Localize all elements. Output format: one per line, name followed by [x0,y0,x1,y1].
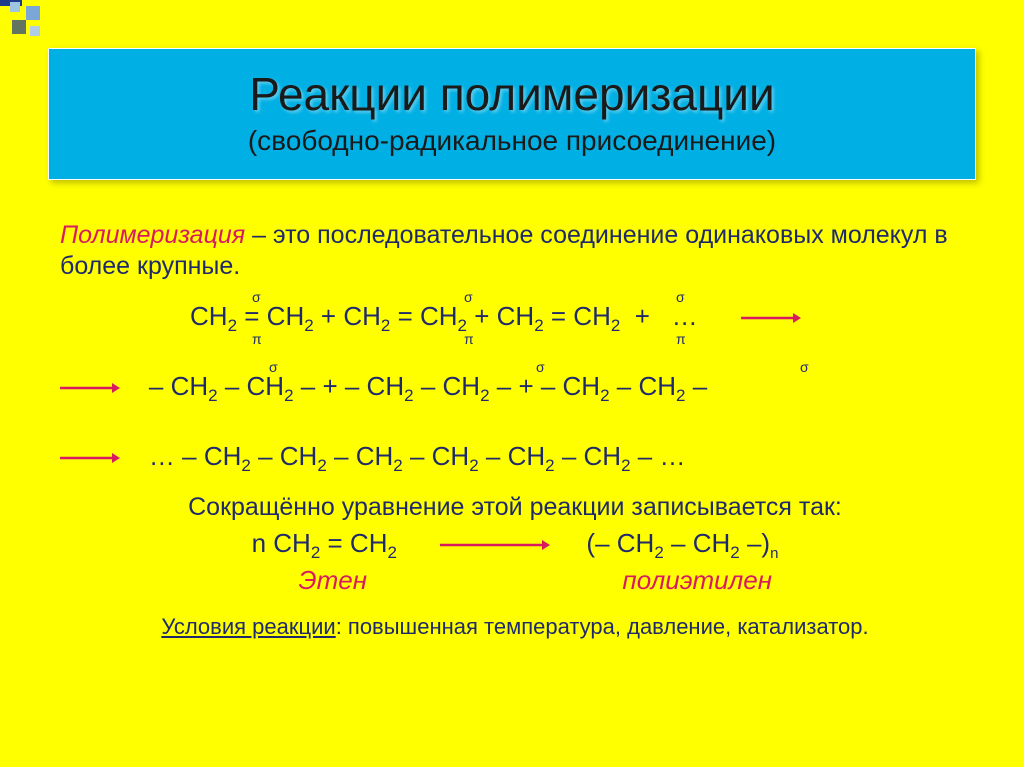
conditions-label: Условия реакции [161,614,335,639]
pi-label: π [252,331,262,347]
eq1-formula: СН2 = СН2 + СН2 = СН2 + СН2 = СН2 + … [190,301,698,331]
short-lhs: n СН2 = СН2 [252,528,397,558]
arrow-icon [60,451,120,465]
slide-content: Полимеризация – это последовательное сое… [60,220,970,640]
equation-line-2: – СН2 – СН2 – + – СН2 – СН2 – + – СН2 – … [60,371,970,411]
definition-term: Полимеризация [60,221,245,249]
short-rhs: (– СН2 – СН2 –)n [586,528,778,558]
arrow-icon [440,538,550,552]
equation-line-1: СН2 = СН2 + СН2 = СН2 + СН2 = СН2 + … σ … [60,301,970,341]
short-caption: Сокращённо уравнение этой реакции записы… [60,493,970,522]
sigma-label: σ [676,289,685,305]
eq2-formula: – СН2 – СН2 – + – СН2 – СН2 – + – СН2 – … [149,371,707,401]
corner-decoration [0,0,60,48]
arrow-icon [60,381,120,395]
arrow-icon [741,311,801,325]
sigma-label: σ [536,359,545,375]
title-main: Реакции полимеризации [59,67,965,121]
definition: Полимеризация – это последовательное сое… [60,220,970,283]
sigma-label: σ [800,359,809,375]
sigma-label: σ [464,289,473,305]
title-box: Реакции полимеризации (свободно-радикаль… [48,48,976,180]
sigma-label: σ [269,359,278,375]
equation-short: n СН2 = СН2 (– СН2 – СН2 –)n [60,528,970,563]
label-polyethylene: полиэтилен [557,565,837,596]
pi-label: π [464,331,474,347]
pi-label: π [676,331,686,347]
eq3-formula: … – СН2 – СН2 – СН2 – СН2 – СН2 – СН2 – … [149,441,686,471]
label-ethene: Этен [193,565,473,596]
title-sub: (свободно-радикальное присоединение) [59,125,965,157]
conditions: Условия реакции: повышенная температура,… [60,614,970,640]
short-labels: Этен полиэтилен [60,565,970,596]
conditions-text: : повышенная температура, давление, ката… [336,614,869,639]
sigma-label: σ [252,289,261,305]
equation-line-3: … – СН2 – СН2 – СН2 – СН2 – СН2 – СН2 – … [60,441,970,481]
